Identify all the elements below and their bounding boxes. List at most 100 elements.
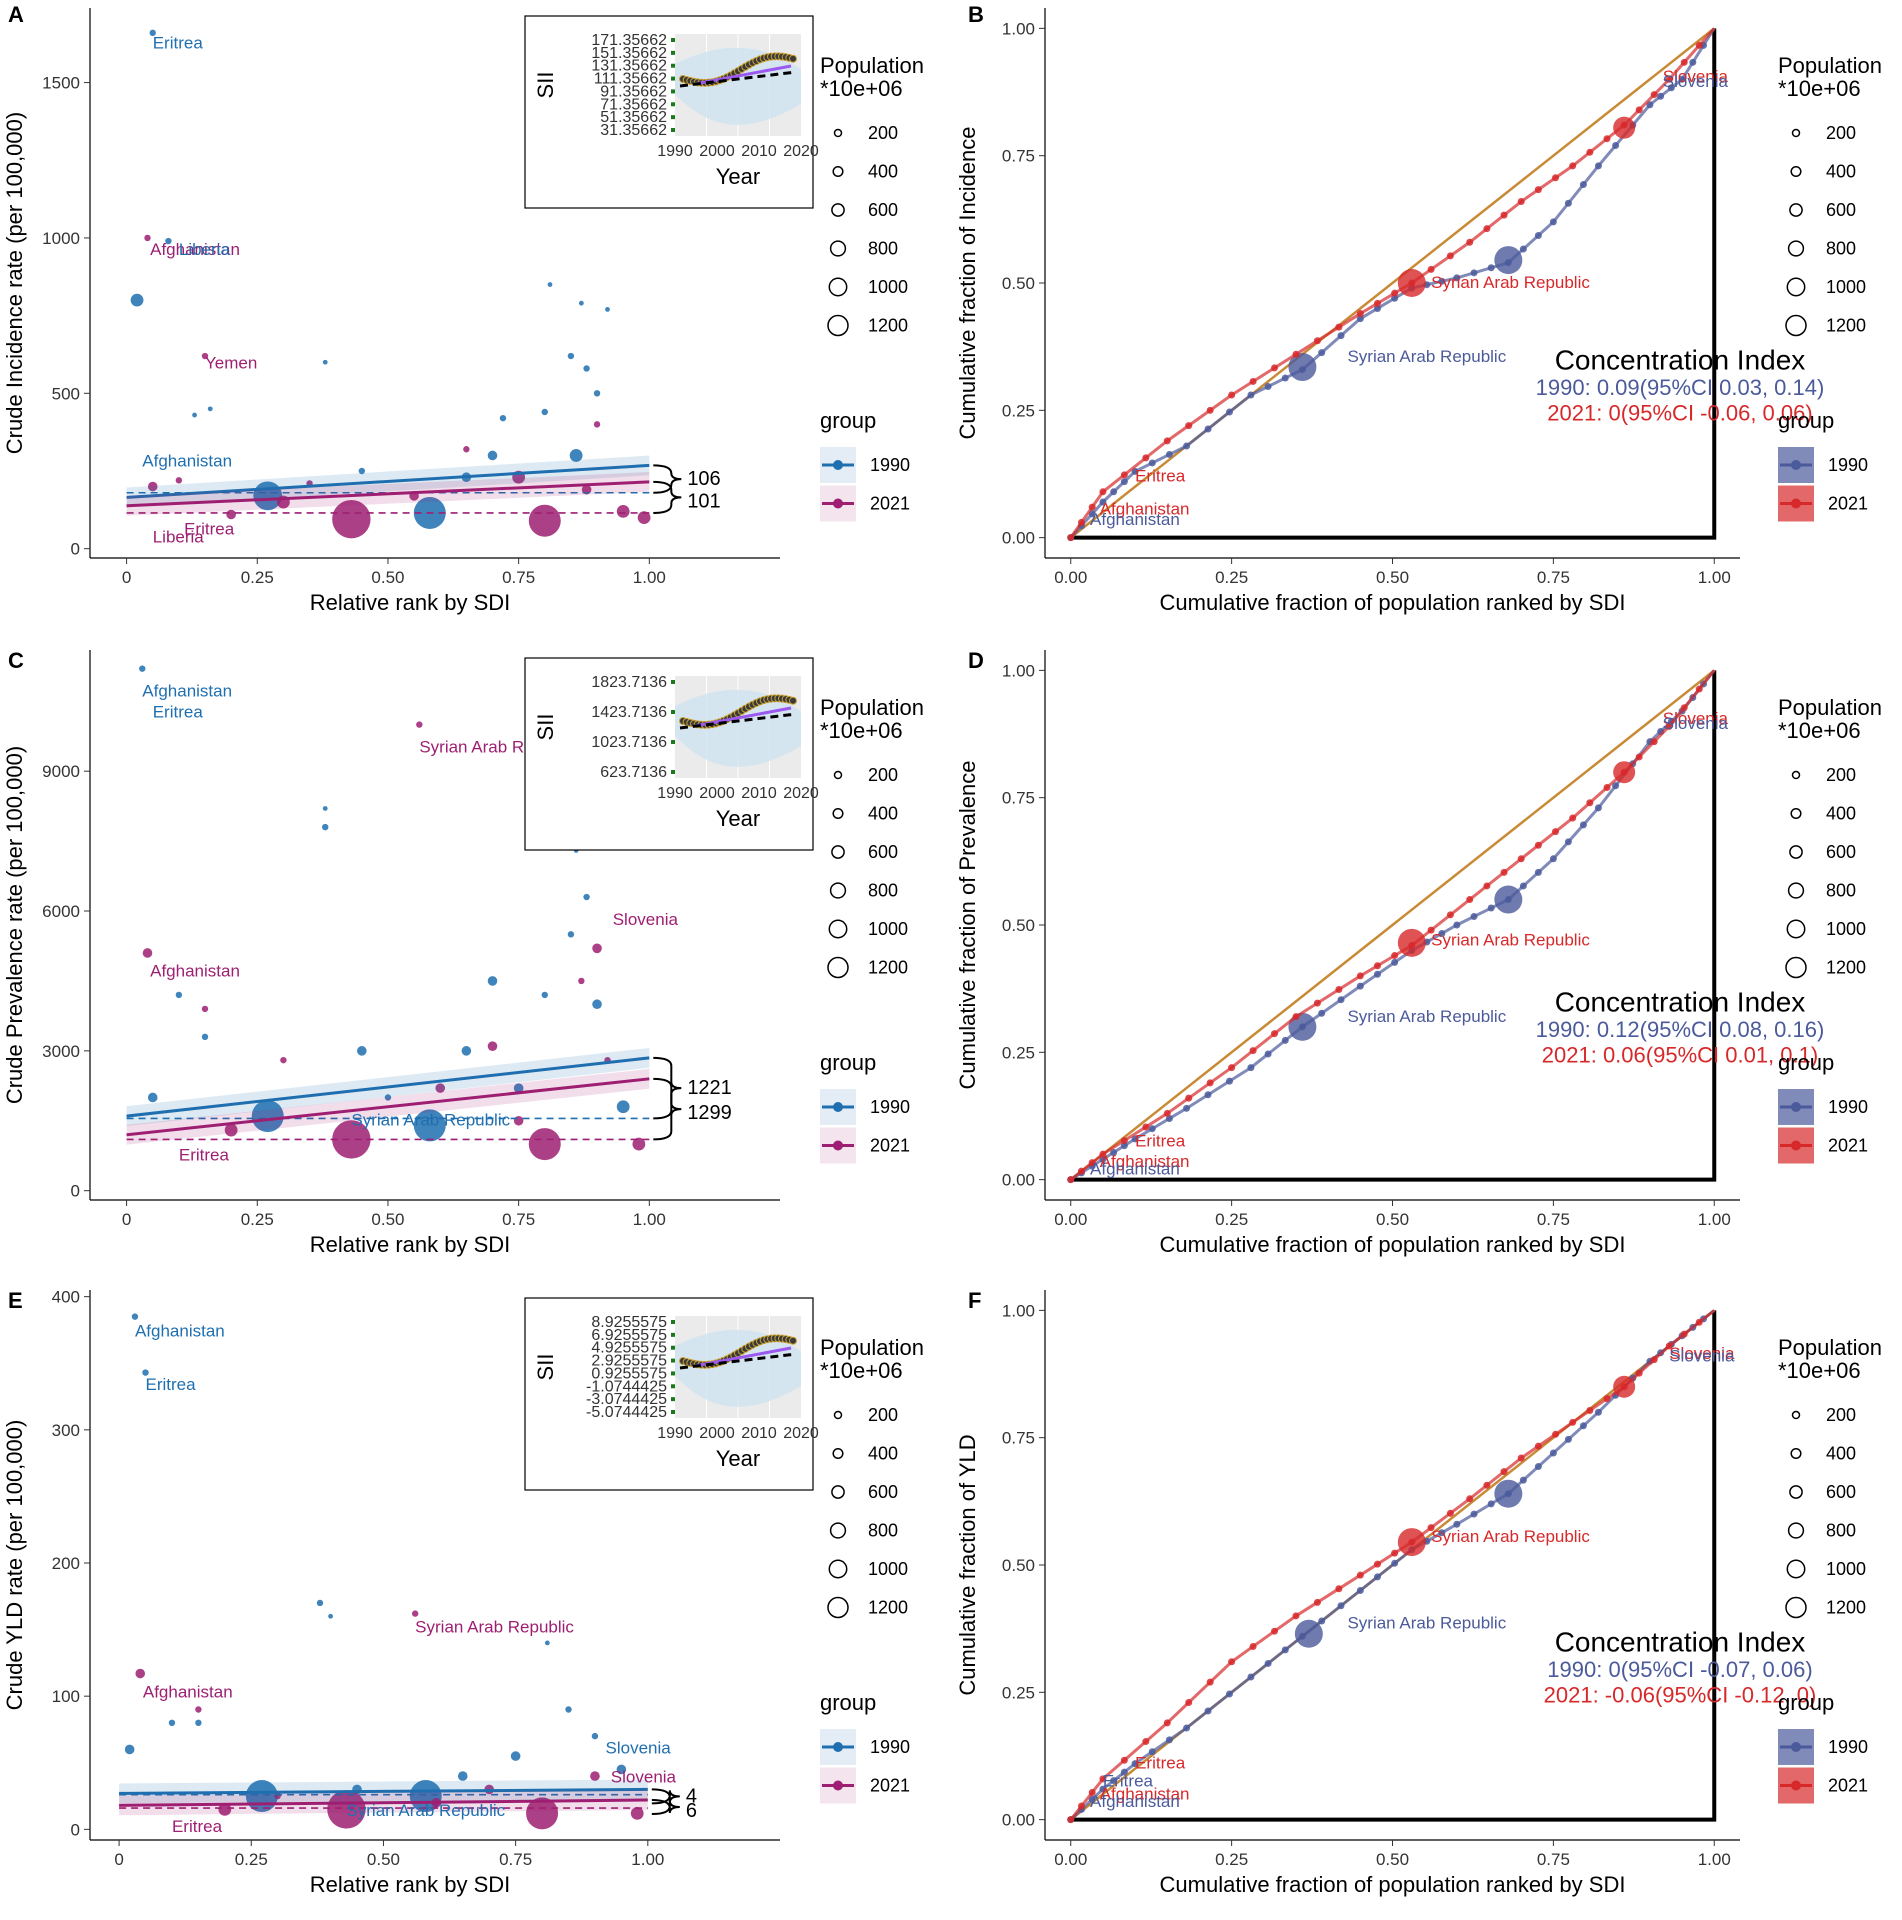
data-point-1990	[544, 1640, 550, 1646]
curve-point-2021	[1635, 106, 1643, 114]
curve-point-1990	[1264, 1659, 1272, 1667]
curve-point-2021	[1206, 406, 1214, 414]
legend-size-label: 1200	[868, 1598, 908, 1618]
legend-size-circle	[827, 956, 849, 979]
x-tick-label: 0.25	[241, 568, 274, 587]
legend: Population*10e+06 200 400 600 800 1000 1200 gro…	[820, 1335, 924, 1804]
legend-size-label: 800	[1826, 239, 1856, 259]
inset-ci-band	[675, 47, 801, 125]
curve-point-1990	[1247, 1064, 1255, 1072]
legend-size-circle	[1785, 956, 1807, 979]
legend-group-label: 1990	[870, 1737, 910, 1757]
data-point-1990	[513, 1083, 524, 1093]
legend-size-circle	[1791, 128, 1801, 138]
curve-point-2021	[1517, 1454, 1525, 1462]
legend-size-label: 600	[1826, 1482, 1856, 1502]
legend-size-circle	[831, 1485, 845, 1499]
curve-point-1990	[1088, 1795, 1096, 1803]
inset-y-title: SII	[533, 714, 558, 741]
inset-y-tick-mark	[671, 76, 675, 81]
country-label: Syrian Arab R	[419, 738, 524, 757]
legend-group-dot	[1791, 498, 1801, 509]
country-label: Eritrea	[172, 1817, 223, 1836]
curve-point-2021	[1356, 1571, 1364, 1579]
inset-y-tick-mark	[671, 680, 675, 684]
inset-y-tick-label: 131.35662	[591, 58, 667, 75]
x-tick-label: 1.00	[633, 1210, 666, 1229]
inset-y-tick-mark	[671, 1358, 675, 1363]
x-axis-title: Relative rank by SDI	[310, 1872, 511, 1897]
curve-point-2021	[1500, 1468, 1508, 1476]
curve-point-2021	[1635, 1369, 1643, 1377]
legend-size-circle	[1791, 1410, 1801, 1420]
legend-size-circle	[832, 1447, 844, 1460]
legend-size-circle	[833, 1410, 843, 1420]
curve-point-2021	[1635, 753, 1643, 761]
inset-x-title: Year	[716, 1446, 760, 1471]
data-point-1990	[593, 390, 601, 397]
x-tick-label: 1.00	[633, 568, 666, 587]
country-point-2021	[1397, 1528, 1426, 1557]
legend-group-title: group	[820, 1050, 876, 1075]
y-tick-label: 3000	[42, 1042, 80, 1061]
data-point-1990	[591, 1732, 599, 1740]
inset-x-title: Year	[716, 164, 760, 189]
country-label: Afghanistan	[1100, 500, 1190, 519]
fit-line-2021	[119, 1798, 648, 1807]
bracket-1990	[653, 1056, 682, 1120]
panel-letter: E	[8, 1288, 23, 1313]
bracket-1990	[653, 464, 682, 494]
country-label: Afghanistan	[1100, 1784, 1190, 1803]
curve-point-2021	[1249, 377, 1257, 385]
data-point-1990	[616, 1764, 627, 1775]
x-tick-label: 0.75	[1537, 1210, 1570, 1229]
curve-point-2021	[1483, 225, 1491, 233]
legend-size-circle	[827, 314, 849, 337]
ci-2021: 2021: 0(95%CI -0.06, 0.06)	[1547, 401, 1812, 426]
y-tick-label: 0.25	[1002, 1683, 1035, 1702]
legend-size-label: 1200	[868, 316, 908, 336]
legend-size-label: 200	[1826, 1405, 1856, 1425]
inset-x-title: Year	[716, 806, 760, 831]
curve-point-1990	[1678, 75, 1686, 83]
legend-group-dot	[833, 1742, 843, 1752]
curve-point-1990	[1549, 1449, 1557, 1457]
data-point-1990	[384, 1094, 392, 1101]
curve-point-1990	[1318, 349, 1326, 357]
legend-size-label: 600	[868, 842, 898, 862]
legend-size-circle	[832, 165, 844, 178]
curve-point-1990	[1564, 199, 1572, 207]
curve-point-1990	[1148, 1125, 1156, 1133]
curve-point-1990	[1612, 782, 1620, 790]
curve-point-2021	[1142, 1738, 1150, 1746]
curve-point-1990	[1183, 1724, 1191, 1732]
legend-size-label: 1000	[1826, 277, 1866, 297]
curve-point-2021	[1586, 148, 1594, 156]
inset-y-tick-mark	[671, 102, 675, 107]
legend-size-circle	[832, 807, 844, 820]
curve-point-1990	[1356, 982, 1364, 990]
curve-point-1990	[1438, 277, 1446, 285]
legend-size-circle	[1786, 1559, 1806, 1579]
inset-y-tick-mark	[671, 1345, 675, 1350]
curve-point-2021	[1586, 799, 1594, 807]
data-point-2021	[416, 721, 423, 728]
inset-plot: 1823.7136 1423.7136 1023.7136 623.7136 1990 2…	[524, 657, 819, 851]
bracket-2021	[651, 1799, 680, 1816]
curve-point-1990	[1594, 1408, 1602, 1416]
y-tick-label: 300	[52, 1421, 80, 1440]
data-point-2021	[280, 1056, 287, 1064]
curve-point-1990	[1453, 921, 1461, 929]
legend-size-label: 1000	[868, 1559, 908, 1579]
x-axis-title: Cumulative fraction of population ranked…	[1160, 590, 1626, 615]
data-point-1990	[322, 823, 329, 831]
data-point-2021	[513, 1115, 524, 1126]
country-label: Afghanistan	[150, 961, 240, 980]
data-point-1990	[322, 806, 328, 811]
curve-point-1990	[1453, 1520, 1461, 1528]
data-point-2021	[201, 1005, 209, 1013]
curve-point-1990	[1453, 274, 1461, 282]
curve-point-2021	[1650, 91, 1658, 99]
data-point-2021	[226, 509, 236, 520]
curve-point-2021	[1249, 1047, 1257, 1055]
